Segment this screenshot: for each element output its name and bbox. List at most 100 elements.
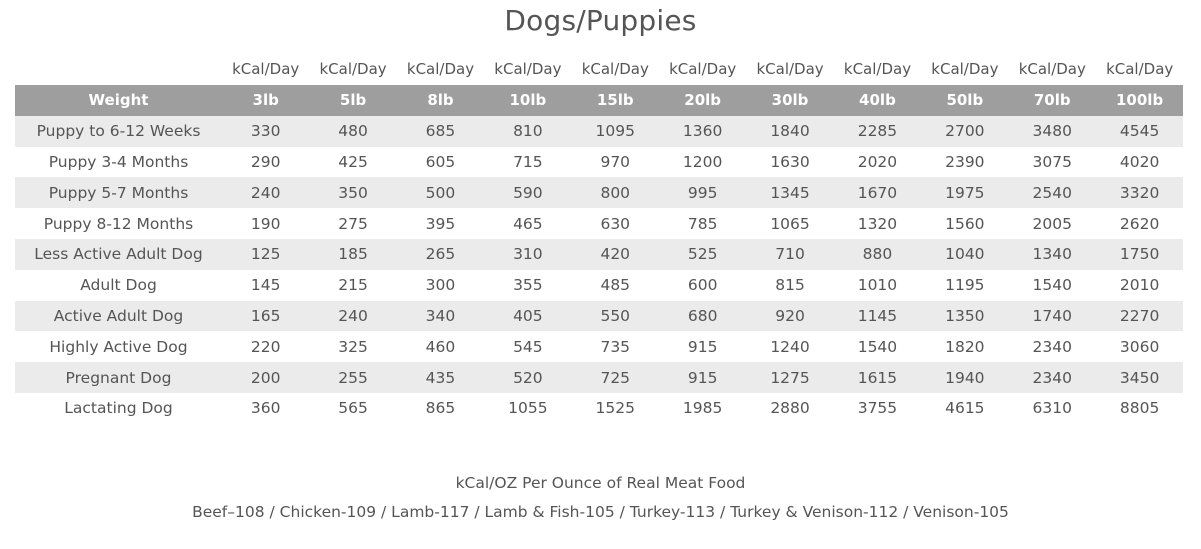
kcal-value-cell: 1840 — [770, 122, 810, 141]
weight-column-header: Weight — [88, 91, 149, 110]
table-row: Highly Active Dog 220 325 460 545 735 915 1240 1… — [15, 331, 1184, 363]
kcal-value-cell: 2700 — [945, 122, 985, 141]
unit-label: kCal/Day — [843, 60, 912, 78]
table-body: Puppy to 6-12 Weeks 330 480 685 810 1095 1360 1… — [15, 115, 1184, 424]
kcal-value-cell: 1340 — [1032, 245, 1072, 264]
kcal-value-cell: 355 — [513, 276, 543, 295]
kcal-value-cell: 6310 — [1032, 399, 1072, 418]
table-row: Pregnant Dog 200 255 435 520 725 915 1275 1615 19… — [15, 362, 1184, 393]
kcal-value-cell: 2390 — [945, 152, 985, 171]
kcal-value-cell: 310 — [513, 245, 543, 264]
row-label: Lactating Dog — [64, 399, 173, 418]
kcal-value-cell: 190 — [250, 214, 281, 233]
row-label: Active Adult Dog — [53, 306, 184, 325]
table-header-row: Weight 3lb 5lb 8lb 10lb 15lb 20lb 30lb 40lb 50lb… — [15, 85, 1184, 116]
kcal-value-cell: 1145 — [857, 306, 898, 325]
unit-label: kCal/Day — [494, 60, 562, 78]
row-label: Puppy to 6-12 Weeks — [36, 122, 201, 141]
kcal-value-cell: 2340 — [1032, 368, 1072, 387]
weight-header-cell: 8lb — [427, 91, 454, 110]
kcal-value-cell: 785 — [687, 214, 718, 233]
row-label: Adult Dog — [80, 276, 157, 295]
units-row: kCal/Day kCal/Day kCal/Day kCal/Day kCal/Day… — [0, 60, 1201, 84]
kcal-value-cell: 2340 — [1032, 337, 1072, 356]
kcal-value-cell: 1985 — [682, 399, 723, 418]
calorie-table: Weight 3lb 5lb 8lb 10lb 15lb 20lb 30lb 40lb 50lb… — [15, 85, 1184, 424]
kcal-per-ounce-heading: kCal/OZ Per Ounce of Real Meat Food — [455, 474, 746, 492]
kcal-value-cell: 715 — [513, 152, 543, 171]
kcal-value-cell: 2620 — [1119, 214, 1160, 233]
kcal-value-cell: 1350 — [945, 306, 985, 325]
table-row: Puppy 3-4 Months 290 425 605 715 970 1200 1630 2… — [15, 146, 1184, 178]
kcal-value-cell: 8805 — [1119, 399, 1160, 418]
kcal-value-cell: 1095 — [595, 122, 635, 141]
row-label: Puppy 5-7 Months — [48, 183, 189, 202]
unit-label: kCal/Day — [756, 60, 824, 78]
kcal-value-cell: 480 — [338, 122, 368, 141]
kcal-value-cell: 460 — [425, 337, 456, 356]
kcal-per-ounce-list: Beef–108 / Chicken-109 / Lamb-117 / Lamb… — [192, 503, 1009, 521]
weight-header-cell: 70lb — [1033, 91, 1071, 110]
kcal-value-cell: 215 — [338, 276, 368, 295]
kcal-value-cell: 1940 — [945, 368, 985, 387]
weight-header-cell: 10lb — [509, 91, 547, 110]
kcal-value-cell: 265 — [425, 245, 456, 264]
kcal-value-cell: 1345 — [770, 183, 810, 202]
weight-header-cell: 5lb — [339, 91, 367, 110]
row-label: Puppy 8-12 Months — [43, 214, 194, 233]
kcal-value-cell: 220 — [250, 337, 281, 356]
kcal-value-cell: 1065 — [770, 214, 810, 233]
kcal-value-cell: 1540 — [1032, 276, 1072, 295]
kcal-value-cell: 185 — [338, 245, 368, 264]
kcal-value-cell: 350 — [338, 183, 368, 202]
kcal-value-cell: 125 — [250, 245, 281, 264]
kcal-value-cell: 915 — [687, 337, 718, 356]
kcal-value-cell: 605 — [425, 152, 456, 171]
kcal-value-cell: 1670 — [857, 183, 898, 202]
kcal-value-cell: 1360 — [682, 122, 723, 141]
weight-header-cell: 15lb — [596, 91, 634, 110]
kcal-value-cell: 300 — [425, 276, 456, 295]
kcal-value-cell: 685 — [425, 122, 456, 141]
row-label: Highly Active Dog — [49, 337, 188, 356]
kcal-value-cell: 1010 — [857, 276, 898, 295]
kcal-value-cell: 3480 — [1032, 122, 1072, 141]
kcal-value-cell: 3075 — [1032, 152, 1072, 171]
kcal-value-cell: 405 — [513, 306, 543, 325]
kcal-value-cell: 710 — [775, 245, 805, 264]
kcal-value-cell: 815 — [775, 276, 805, 295]
kcal-value-cell: 2285 — [857, 122, 898, 141]
kcal-value-cell: 1615 — [857, 368, 898, 387]
kcal-value-cell: 240 — [250, 183, 281, 202]
kcal-value-cell: 145 — [250, 276, 281, 295]
kcal-value-cell: 420 — [600, 245, 631, 264]
kcal-value-cell: 2270 — [1119, 306, 1160, 325]
kcal-value-cell: 1630 — [770, 152, 810, 171]
row-label: Puppy 3-4 Months — [48, 152, 189, 171]
kcal-value-cell: 255 — [338, 368, 368, 387]
kcal-value-cell: 545 — [513, 337, 543, 356]
row-label: Less Active Adult Dog — [34, 245, 203, 264]
kcal-value-cell: 1525 — [595, 399, 635, 418]
kcal-value-cell: 865 — [425, 399, 456, 418]
kcal-value-cell: 915 — [687, 368, 718, 387]
kcal-value-cell: 630 — [600, 214, 631, 233]
kcal-value-cell: 520 — [513, 368, 543, 387]
kcal-value-cell: 590 — [513, 183, 543, 202]
kcal-value-cell: 465 — [513, 214, 543, 233]
kcal-value-cell: 1820 — [945, 337, 985, 356]
kcal-value-cell: 360 — [250, 399, 281, 418]
kcal-value-cell: 725 — [600, 368, 631, 387]
kcal-value-cell: 1055 — [508, 399, 548, 418]
kcal-value-cell: 880 — [862, 245, 893, 264]
weight-header-cell: 20lb — [684, 91, 722, 110]
kcal-value-cell: 4545 — [1119, 122, 1160, 141]
unit-label: kCal/Day — [232, 60, 300, 78]
kcal-value-cell: 2880 — [770, 399, 810, 418]
kcal-value-cell: 735 — [600, 337, 631, 356]
weight-header-cell: 3lb — [252, 91, 279, 110]
kcal-value-cell: 395 — [425, 214, 456, 233]
kcal-value-cell: 4615 — [945, 399, 985, 418]
kcal-value-cell: 435 — [425, 368, 456, 387]
weight-header-cell: 50lb — [946, 91, 984, 110]
